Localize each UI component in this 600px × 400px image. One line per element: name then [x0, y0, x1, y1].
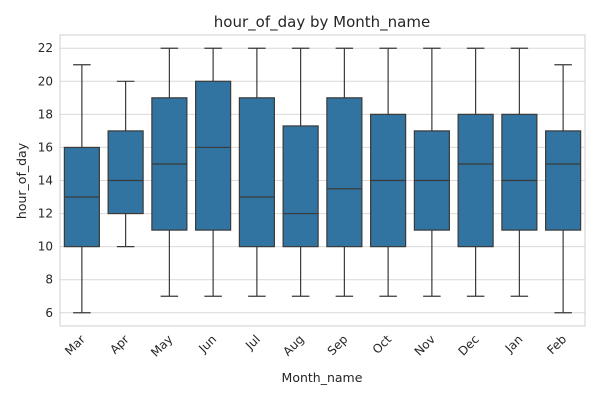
box-nov [413, 47, 450, 297]
y-tick-label: 10 [38, 240, 53, 254]
box-sep [326, 47, 363, 297]
y-tick-label: 18 [38, 107, 53, 121]
x-tick-label: Jun [195, 332, 219, 356]
y-tick-label: 16 [38, 140, 53, 154]
plot-frame [59, 34, 586, 327]
x-tick-label: Apr [107, 332, 132, 357]
y-axis-label: hour_of_day [14, 142, 29, 219]
x-tick-label: Jan [502, 332, 526, 356]
box-jan-iqr [501, 113, 538, 231]
y-tick-label: 14 [38, 174, 53, 188]
x-tick-label: Dec [455, 332, 481, 358]
y-tick-labels: 6 8 10 12 14 16 18 20 22 [38, 41, 53, 320]
box-jul [238, 47, 275, 297]
box-feb-iqr [545, 130, 582, 231]
box-dec-iqr [457, 113, 494, 248]
x-tick-label: Nov [412, 332, 438, 358]
box-dec [457, 47, 494, 297]
y-tick-label: 22 [38, 41, 53, 55]
box-jun [195, 47, 232, 297]
y-gridlines [60, 47, 585, 314]
box-feb [545, 64, 582, 314]
box-aug [282, 47, 319, 297]
box-jul-iqr [238, 97, 275, 248]
x-tick-label: Oct [370, 332, 395, 357]
x-tick-labels: Mar Apr May Jun Jul Aug Sep Oct Nov Dec Jan Feb [62, 332, 569, 360]
x-tick-label: Aug [280, 332, 306, 358]
y-tick-label: 8 [45, 273, 53, 287]
box-apr [107, 80, 144, 248]
x-axis-label: Month_name [282, 370, 363, 385]
box-jun-iqr [195, 80, 232, 231]
box-oct [370, 47, 407, 297]
y-tick-label: 12 [38, 207, 53, 221]
x-tick-label: Sep [325, 332, 351, 358]
x-tick-label: Feb [544, 332, 569, 357]
box-sep-iqr [326, 97, 363, 248]
box-may [151, 47, 188, 297]
box-mar [63, 64, 100, 314]
boxes [63, 47, 582, 314]
y-tick-label: 6 [45, 306, 53, 320]
x-tick-label: Jul [242, 332, 263, 353]
chart-title: hour_of_day by Month_name [214, 13, 430, 32]
box-aug-iqr [282, 125, 319, 248]
box-apr-iqr [107, 130, 144, 215]
y-tick-label: 20 [38, 74, 53, 88]
box-jan [501, 47, 538, 297]
x-tick-label: Mar [62, 332, 88, 358]
x-tick-label: May [148, 332, 175, 359]
